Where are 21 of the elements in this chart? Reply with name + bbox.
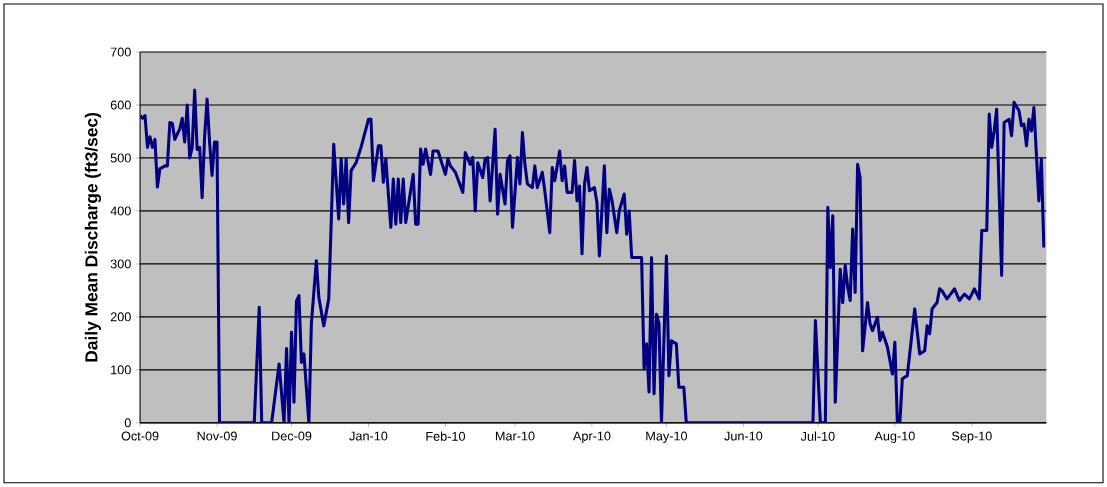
x-tick-label: Feb-10 (426, 431, 466, 441)
y-tick-label: 300 (110, 259, 131, 269)
x-tick-label: Apr-10 (572, 431, 611, 444)
y-tick-label: 100 (111, 365, 131, 375)
y-tick-label: 200 (110, 312, 131, 322)
x-tick-label: Nov-09 (197, 431, 237, 441)
x-tick-label: Aug-10 (874, 431, 915, 444)
y-tick-label: 700 (110, 47, 131, 57)
y-tick-label: 400 (110, 206, 131, 216)
x-tick-label: Jun-10 (724, 431, 763, 441)
y-tick-label: 0 (124, 418, 131, 428)
x-tick-label: May-10 (646, 431, 688, 444)
x-tick-label: Jan-10 (349, 431, 388, 441)
x-tick-label: Sep-10 (951, 431, 992, 444)
y-tick-label: 600 (110, 100, 131, 110)
x-tick-label: Jul-10 (800, 431, 835, 441)
y-tick-label: 500 (110, 153, 131, 163)
x-tick-label: Dec-09 (272, 431, 312, 441)
x-tick-label: Oct-09 (121, 431, 159, 441)
x-tick-label: Mar-10 (495, 431, 535, 441)
y-axis-title: Daily Mean Discharge (ft3/sec) (84, 113, 102, 362)
